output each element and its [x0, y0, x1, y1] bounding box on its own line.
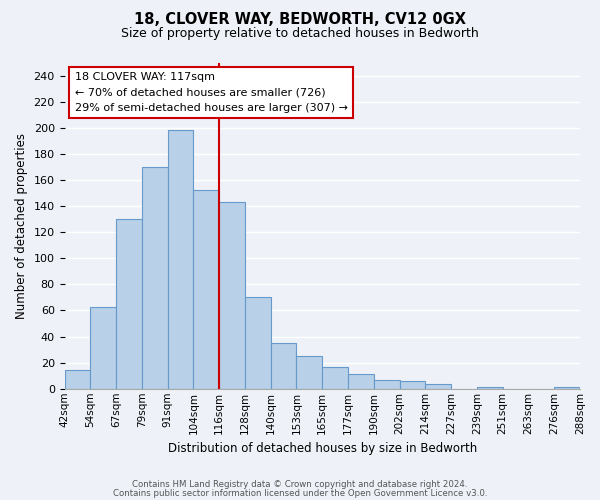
Y-axis label: Number of detached properties: Number of detached properties — [15, 132, 28, 318]
Bar — [554, 388, 580, 389]
Bar — [296, 356, 322, 389]
Bar — [142, 167, 167, 389]
Bar — [167, 130, 193, 389]
Bar — [400, 381, 425, 389]
Bar — [116, 219, 142, 389]
Bar — [65, 370, 91, 389]
Text: 18, CLOVER WAY, BEDWORTH, CV12 0GX: 18, CLOVER WAY, BEDWORTH, CV12 0GX — [134, 12, 466, 28]
Text: 18 CLOVER WAY: 117sqm
← 70% of detached houses are smaller (726)
29% of semi-det: 18 CLOVER WAY: 117sqm ← 70% of detached … — [75, 72, 348, 112]
Text: Size of property relative to detached houses in Bedworth: Size of property relative to detached ho… — [121, 28, 479, 40]
Bar — [193, 190, 219, 389]
Bar — [374, 380, 400, 389]
Bar — [477, 388, 503, 389]
Text: Contains public sector information licensed under the Open Government Licence v3: Contains public sector information licen… — [113, 488, 487, 498]
Bar — [219, 202, 245, 389]
Bar — [245, 298, 271, 389]
Bar — [322, 366, 348, 389]
Bar — [425, 384, 451, 389]
Bar — [271, 343, 296, 389]
X-axis label: Distribution of detached houses by size in Bedworth: Distribution of detached houses by size … — [167, 442, 477, 455]
Bar — [91, 306, 116, 389]
Text: Contains HM Land Registry data © Crown copyright and database right 2024.: Contains HM Land Registry data © Crown c… — [132, 480, 468, 489]
Bar — [348, 374, 374, 389]
